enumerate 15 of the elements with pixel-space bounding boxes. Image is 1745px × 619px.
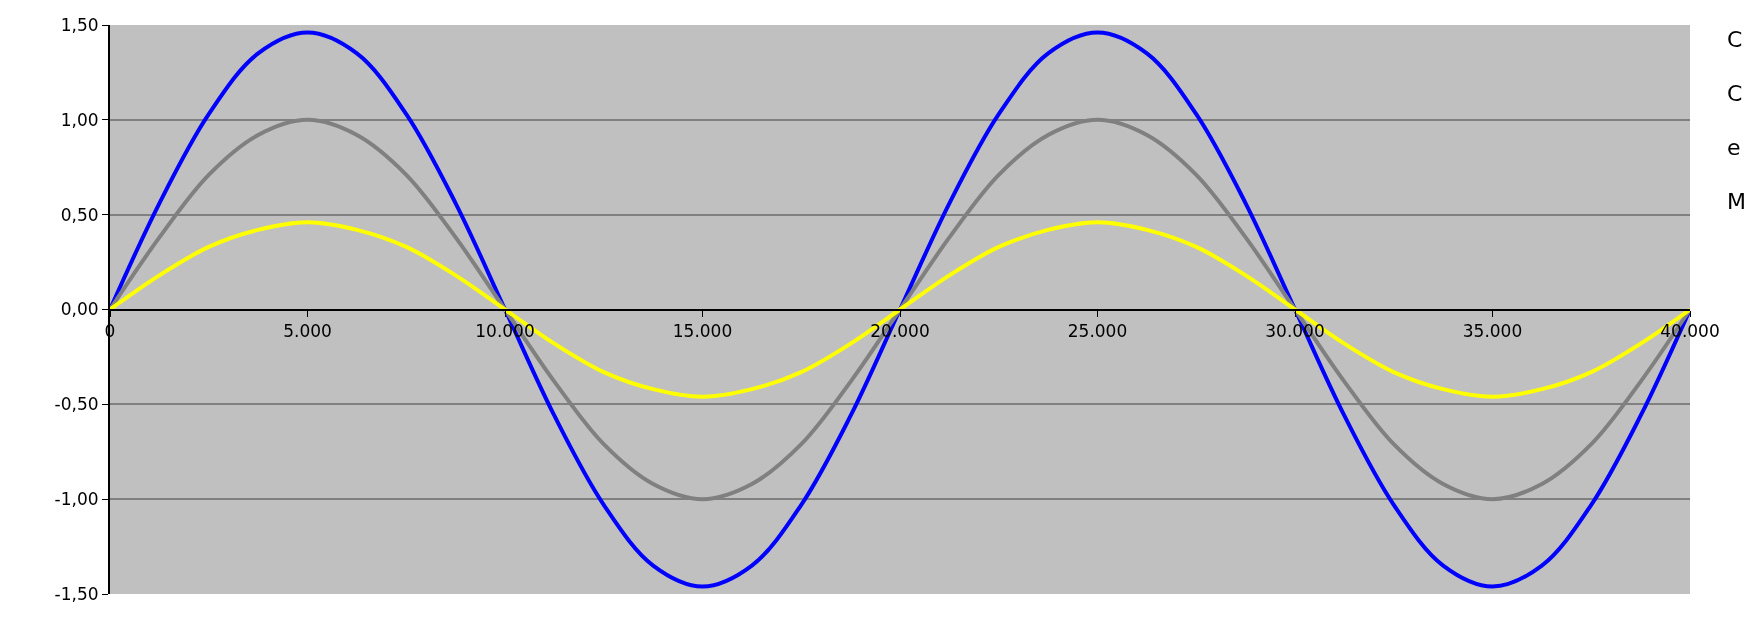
x-tick-label: 35.000: [1462, 320, 1523, 341]
y-tick-label: 0,00: [60, 299, 99, 320]
y-tick-label: 1,00: [60, 109, 99, 130]
y-tick-label: -1,00: [54, 489, 99, 510]
text: C: [1727, 27, 1743, 52]
x-tick-label: 25.000: [1067, 320, 1128, 341]
text: C: [1727, 81, 1743, 106]
y-tick-label: 0,50: [60, 204, 99, 225]
y-tick-label: -0,50: [54, 394, 99, 415]
text: M: [1727, 189, 1745, 214]
text: e: [1727, 135, 1741, 160]
y-tick-label: 1,50: [60, 14, 99, 35]
x-tick-label: 5.000: [283, 320, 332, 341]
y-tick-label: -1,50: [54, 583, 99, 604]
x-tick-label: 15.000: [672, 320, 733, 341]
